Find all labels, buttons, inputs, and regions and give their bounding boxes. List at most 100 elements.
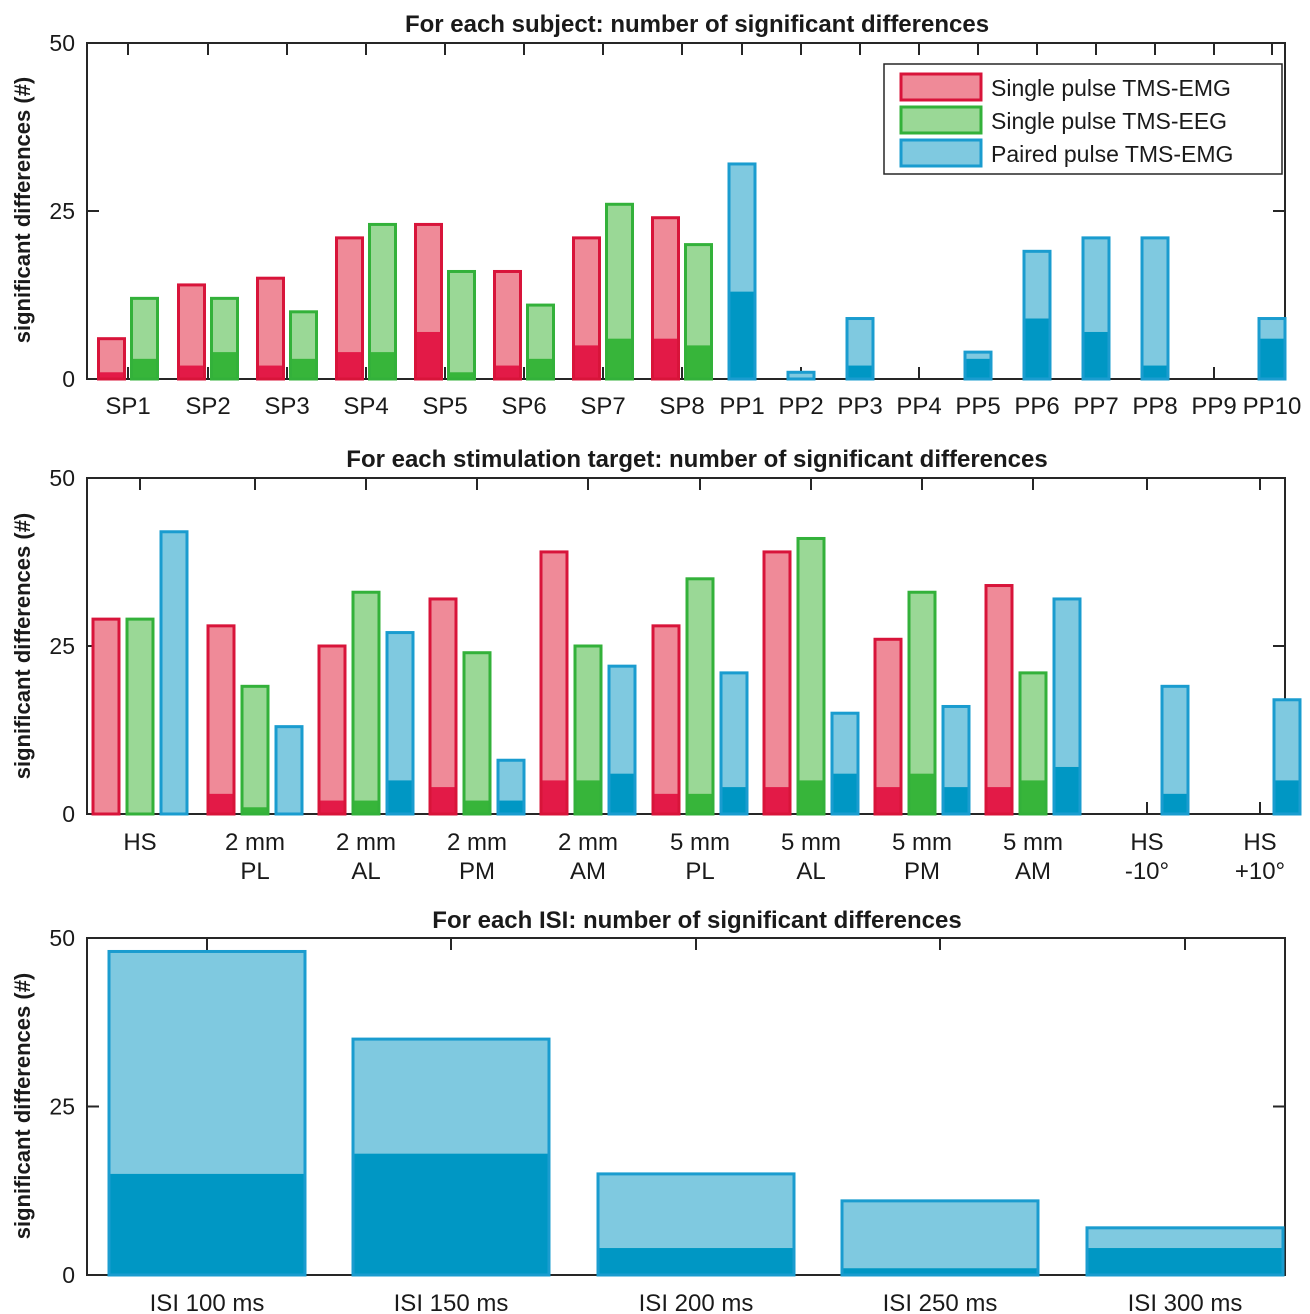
bar-inner-fill [415, 331, 442, 379]
bar-eeg [130, 296, 159, 381]
bar-eeg [368, 222, 397, 381]
bar-inner-fill [1142, 365, 1168, 379]
bar-outline [1081, 236, 1111, 381]
bar-outline [605, 202, 634, 381]
bar-pp [1081, 236, 1111, 381]
bar-emg [206, 624, 236, 816]
bar-eeg [462, 651, 492, 816]
bar-emg [984, 584, 1014, 816]
bar-inner-fill [687, 793, 713, 814]
x-tick-label-line2: AL [351, 858, 380, 885]
bar-inner-fill [430, 787, 456, 814]
x-tick-label: PP2 [778, 393, 823, 420]
bar-eeg [351, 590, 381, 816]
bar-outline [651, 216, 680, 381]
panel-subjects: For each subject: number of significant … [10, 11, 1301, 420]
bar-total-fill [464, 652, 490, 814]
y-axis-label: significant differences (#) [10, 513, 35, 780]
bar-pp [351, 1037, 551, 1277]
bar-inner-fill [609, 773, 635, 814]
bar-outline [210, 296, 239, 381]
bar-emg [177, 283, 206, 381]
bars [107, 949, 1285, 1277]
bar-total-fill [842, 1200, 1038, 1275]
bar-outline [335, 236, 364, 381]
y-tick-label: 0 [62, 366, 75, 392]
bar-outline [1052, 597, 1082, 816]
panel-isi: For each ISI: number of significant diff… [10, 907, 1286, 1314]
bar-outline [607, 664, 637, 816]
bar-inner-fill [464, 800, 490, 814]
bar-pp [1160, 684, 1190, 816]
x-tick-label: PP5 [955, 393, 1000, 420]
x-tick-label: 5 mm [781, 829, 841, 856]
bar-pp [1272, 698, 1302, 816]
y-tick-label: 0 [62, 1262, 75, 1288]
x-tick-label: SP2 [185, 393, 230, 420]
bar-outline [840, 1199, 1040, 1277]
bar-outline [984, 584, 1014, 816]
bar-outline [1272, 698, 1302, 816]
bar-total-fill [1162, 686, 1188, 814]
bar-emg [97, 337, 126, 381]
bar-total-fill [764, 551, 790, 814]
bar-outline [107, 949, 307, 1277]
bar-inner-fill [943, 787, 969, 814]
bar-inner-fill [131, 358, 158, 379]
bar-inner-fill [832, 773, 858, 814]
x-tick-label: SP1 [105, 393, 150, 420]
bar-outline [462, 651, 492, 816]
bar-total-fill [353, 592, 379, 814]
x-tick-label-line2: +10° [1235, 858, 1285, 885]
bar-total-fill [178, 284, 205, 379]
legend-swatch-pp [899, 138, 983, 168]
bar-outline [526, 303, 555, 381]
bar-outline [1018, 671, 1048, 816]
bar-inner-fill [965, 358, 991, 379]
bar-outline [963, 350, 993, 381]
y-tick-label: 50 [49, 30, 75, 56]
x-tick-label: HS [1130, 829, 1163, 856]
bar-inner-fill [1087, 1248, 1283, 1275]
bar-pp [274, 725, 304, 816]
x-tick-label: HS [123, 829, 156, 856]
bar-total-fill [986, 585, 1012, 814]
x-tick-label: ISI 300 ms [1128, 1290, 1243, 1314]
bar-inner-fill [498, 800, 524, 814]
bar-eeg [907, 590, 937, 816]
y-axis-label: significant differences (#) [10, 77, 35, 344]
legend-label-eeg: Single pulse TMS-EEG [991, 108, 1227, 134]
bar-emg [762, 550, 792, 816]
bar-total-fill [494, 271, 521, 379]
bar-outline [727, 162, 757, 381]
bar-outline [428, 597, 458, 816]
bar-inner-fill [369, 352, 396, 379]
bar-inner-fill [494, 365, 521, 379]
bar-emg [428, 597, 458, 816]
bar-inner-fill [652, 338, 679, 379]
x-tick-label-line2: PL [240, 858, 269, 885]
bar-emg [335, 236, 364, 381]
x-tick-label: 5 mm [892, 829, 952, 856]
legend-label-emg: Single pulse TMS-EMG [991, 75, 1231, 101]
bar-eeg [684, 243, 713, 381]
bar-inner-fill [1162, 793, 1188, 814]
bar-inner-fill [986, 787, 1012, 814]
bar-inner-fill [257, 365, 284, 379]
x-tick-label: PP8 [1132, 393, 1177, 420]
bar-outline [289, 310, 318, 381]
bar-outline [1085, 1226, 1285, 1277]
bar-outline [206, 624, 236, 816]
bar-outline [719, 671, 749, 816]
bar-emg [651, 624, 681, 816]
bar-inner-fill [353, 1153, 549, 1275]
bar-inner-fill [1024, 318, 1050, 379]
bar-total-fill [653, 625, 679, 814]
bar-outline [414, 222, 443, 381]
bar-total-fill [127, 619, 153, 814]
bars [97, 162, 1287, 381]
bar-inner-fill [729, 291, 755, 379]
bar-outline [907, 590, 937, 816]
